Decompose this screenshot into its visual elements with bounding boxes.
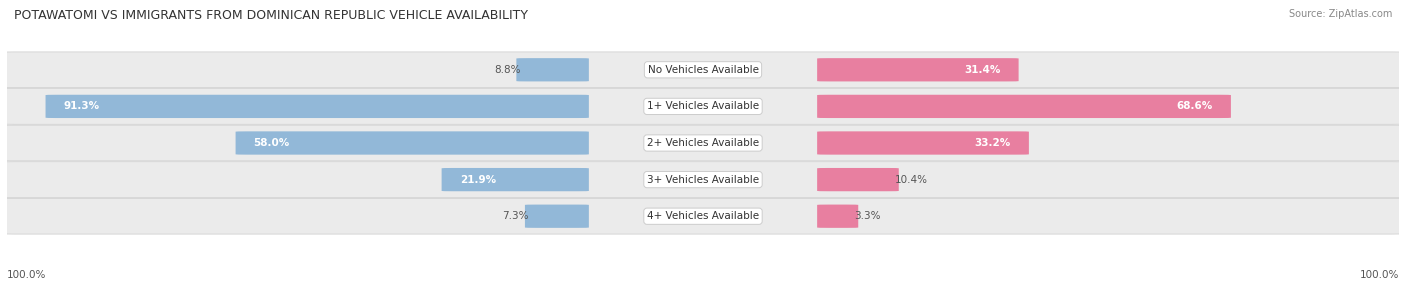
FancyBboxPatch shape [441,168,589,191]
Text: 100.0%: 100.0% [7,270,46,280]
FancyBboxPatch shape [3,52,1403,88]
FancyBboxPatch shape [3,162,1403,197]
FancyBboxPatch shape [236,131,589,155]
Text: 31.4%: 31.4% [965,65,1001,75]
FancyBboxPatch shape [817,95,1230,118]
Text: 10.4%: 10.4% [894,175,928,184]
Text: Source: ZipAtlas.com: Source: ZipAtlas.com [1288,9,1392,19]
Text: 1+ Vehicles Available: 1+ Vehicles Available [647,102,759,111]
Text: 4+ Vehicles Available: 4+ Vehicles Available [647,211,759,221]
Text: 7.3%: 7.3% [502,211,529,221]
Text: No Vehicles Available: No Vehicles Available [648,65,758,75]
FancyBboxPatch shape [516,58,589,82]
FancyBboxPatch shape [817,168,898,191]
Text: 21.9%: 21.9% [460,175,496,184]
Text: 33.2%: 33.2% [974,138,1011,148]
FancyBboxPatch shape [817,204,858,228]
FancyBboxPatch shape [3,89,1403,124]
FancyBboxPatch shape [817,131,1029,155]
Text: 8.8%: 8.8% [494,65,520,75]
FancyBboxPatch shape [817,58,1018,82]
Text: 91.3%: 91.3% [63,102,100,111]
Text: POTAWATOMI VS IMMIGRANTS FROM DOMINICAN REPUBLIC VEHICLE AVAILABILITY: POTAWATOMI VS IMMIGRANTS FROM DOMINICAN … [14,9,529,21]
Text: 2+ Vehicles Available: 2+ Vehicles Available [647,138,759,148]
Text: 68.6%: 68.6% [1177,102,1213,111]
FancyBboxPatch shape [3,125,1403,161]
Text: 58.0%: 58.0% [253,138,290,148]
Text: 3.3%: 3.3% [853,211,880,221]
FancyBboxPatch shape [3,198,1403,234]
Text: 3+ Vehicles Available: 3+ Vehicles Available [647,175,759,184]
Text: 100.0%: 100.0% [1360,270,1399,280]
FancyBboxPatch shape [45,95,589,118]
FancyBboxPatch shape [524,204,589,228]
